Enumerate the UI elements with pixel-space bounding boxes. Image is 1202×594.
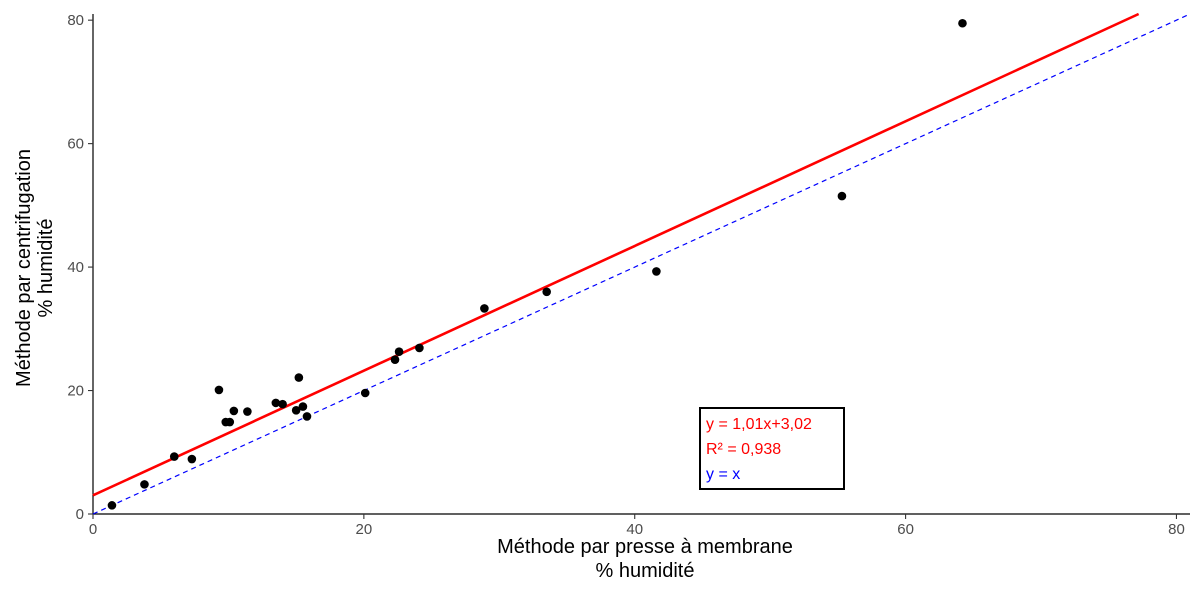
y-axis-title-line1: Méthode par centrifugation — [13, 149, 35, 387]
y-ticks: 0 20 40 60 80 — [67, 12, 93, 523]
x-axis-title-line1: Méthode par presse à membrane — [497, 536, 793, 558]
data-point — [291, 405, 301, 415]
data-point — [390, 355, 400, 364]
regression-line — [92, 12, 1140, 497]
data-point — [271, 398, 281, 408]
data-point — [187, 454, 197, 464]
data-point — [169, 452, 179, 461]
y-tick-label: 40 — [67, 259, 84, 276]
data-point — [415, 343, 424, 353]
y-axis-title-line2: % humidité — [35, 219, 57, 318]
data-points — [107, 18, 967, 510]
legend-entry-identity: y = x — [706, 466, 740, 483]
identity-line — [92, 13, 1191, 515]
data-point — [107, 501, 117, 510]
legend: y = 1,01x+3,02 R² = 0,938 y = x — [699, 407, 845, 490]
data-point — [140, 480, 149, 489]
data-point — [480, 304, 489, 313]
data-point — [652, 267, 661, 276]
data-point — [243, 407, 252, 416]
legend-entry-regression-equation: y = 1,01x+3,02 — [706, 416, 812, 433]
data-point — [298, 402, 308, 411]
x-tick-label: 0 — [89, 521, 97, 538]
data-point — [302, 412, 312, 421]
x-tick-label: 40 — [626, 521, 643, 538]
x-tick-label: 20 — [356, 521, 373, 538]
data-point — [394, 347, 404, 356]
data-point — [542, 287, 551, 297]
x-axis-title-line2: % humidité — [596, 560, 695, 582]
legend-box — [699, 407, 845, 490]
data-point — [229, 406, 239, 416]
x-ticks: 0 20 40 60 80 — [89, 514, 1185, 538]
data-point — [294, 373, 304, 382]
y-tick-label: 80 — [67, 12, 84, 29]
data-point — [958, 18, 967, 28]
y-tick-label: 60 — [67, 136, 84, 153]
data-point — [225, 417, 235, 427]
x-tick-label: 80 — [1168, 521, 1185, 538]
data-point — [837, 191, 847, 201]
y-tick-label: 0 — [76, 506, 84, 523]
x-tick-label: 60 — [897, 521, 914, 538]
data-point — [214, 385, 224, 395]
data-point — [360, 388, 370, 398]
y-tick-label: 20 — [67, 383, 84, 400]
plot-area — [92, 12, 1191, 515]
data-point — [278, 399, 287, 409]
legend-entry-r-squared: R² = 0,938 — [706, 441, 781, 458]
